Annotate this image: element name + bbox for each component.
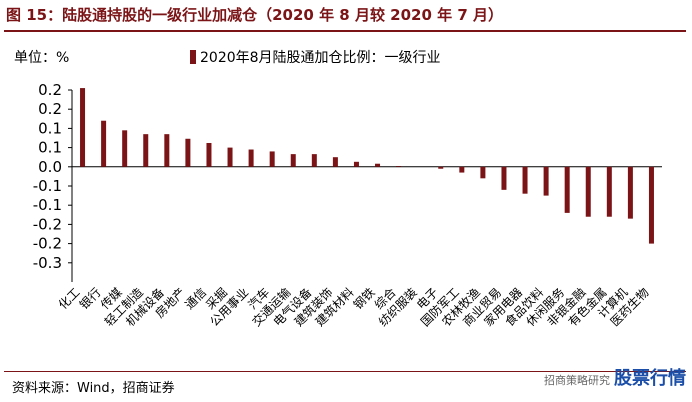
y-tick-label: 0.2 <box>38 81 62 99</box>
y-tick-label: -0.3 <box>33 254 62 272</box>
y-tick-label: -0.2 <box>33 215 62 233</box>
bar-chart: 0.20.20.10.10.0-0.1-0.1-0.2-0.2-0.3化工银行传… <box>0 0 692 372</box>
x-tick-label: 钢铁 <box>351 285 378 312</box>
watermark-brand: 股票行情 <box>614 368 686 389</box>
bar <box>459 167 464 173</box>
bar <box>649 167 654 244</box>
bar <box>628 167 633 219</box>
y-tick-label: -0.1 <box>33 177 62 195</box>
y-tick-label: 0.1 <box>38 139 62 157</box>
bar <box>501 167 506 190</box>
bar <box>312 154 317 167</box>
bar <box>523 167 528 194</box>
bar <box>438 167 443 169</box>
bar <box>143 134 148 167</box>
y-tick-label: -0.1 <box>33 196 62 214</box>
y-tick-label: 0.2 <box>38 100 62 118</box>
bar <box>565 167 570 213</box>
x-tick-label: 化工 <box>56 285 83 312</box>
bar <box>607 167 612 217</box>
bar <box>122 130 127 166</box>
bar <box>544 167 549 196</box>
y-tick-label: 0.1 <box>38 119 62 137</box>
x-tick-label-text: 化工 <box>56 285 83 312</box>
y-tick-label: -0.2 <box>33 235 62 253</box>
y-tick-label: 0.0 <box>38 158 62 176</box>
bar <box>291 154 296 167</box>
bar <box>164 134 169 167</box>
bar <box>396 166 401 167</box>
bar <box>354 162 359 167</box>
bar <box>80 88 85 167</box>
source-note: 资料来源：Wind，招商证券 <box>12 377 175 396</box>
bar <box>206 143 211 167</box>
x-tick-label: 银行 <box>77 285 104 312</box>
bar <box>101 121 106 167</box>
watermark-small: 招商策略研究 <box>544 374 610 387</box>
bar <box>270 151 275 166</box>
x-tick-label-text: 钢铁 <box>351 285 378 312</box>
x-tick-label-text: 银行 <box>77 285 104 312</box>
bar <box>375 164 380 167</box>
x-tick-label-text: 通信 <box>182 285 209 312</box>
watermark: 招商策略研究 股票行情 <box>544 364 686 390</box>
x-tick-label: 通信 <box>182 285 209 312</box>
bar <box>480 167 485 179</box>
bar <box>586 167 591 217</box>
bar <box>333 157 338 167</box>
bar <box>228 148 233 167</box>
bar <box>249 150 254 167</box>
bar <box>185 139 190 167</box>
